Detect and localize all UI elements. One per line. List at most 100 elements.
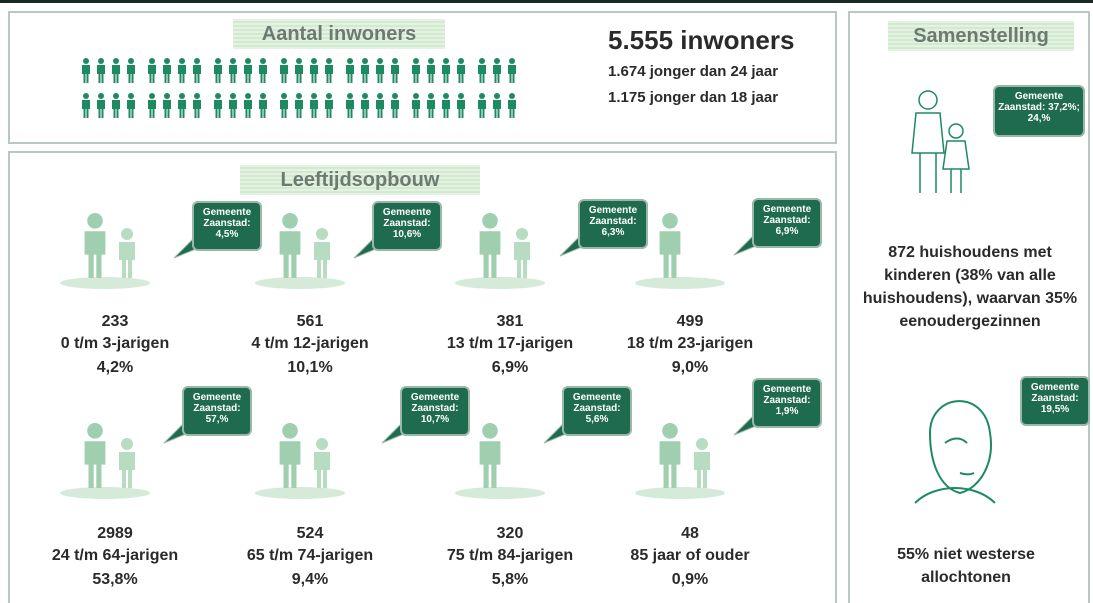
age-percentage: 5,8%: [420, 571, 600, 589]
person-icon: [479, 58, 485, 64]
person-icon: [514, 242, 530, 278]
person-icon: [281, 93, 287, 99]
callout-line: Gemeente: [756, 204, 818, 215]
population-title: Aantal inwoners: [233, 19, 445, 49]
age-percentage: 10,1%: [220, 359, 400, 377]
person-icon: [178, 65, 186, 83]
person-icon: [244, 65, 252, 83]
person-icon: [427, 100, 435, 118]
person-icon: [163, 100, 171, 118]
age-illustration-shadow: [255, 277, 345, 289]
person-icon: [280, 441, 301, 488]
person-icon: [696, 438, 708, 450]
age-percentage: 4,2%: [25, 359, 205, 377]
age-percentage: 0,9%: [600, 571, 780, 589]
person-icon: [280, 65, 288, 83]
person-icon: [480, 441, 501, 488]
age-label: 13 t/m 17-jarigen: [420, 335, 600, 353]
callout-line: Gemeente: [997, 91, 1081, 102]
person-icon: [316, 438, 328, 450]
person-icon: [127, 100, 135, 118]
age-count: 561: [220, 313, 400, 331]
person-icon: [295, 100, 303, 118]
person-icon: [377, 58, 383, 64]
infographic: Aantal inwoners 5.555 inwoners 1.674 jon…: [0, 0, 1093, 603]
callout-line: Gemeente: [186, 392, 248, 403]
age-count: 524: [220, 525, 400, 543]
age-illustration-shadow: [455, 277, 545, 289]
person-icon: [149, 93, 155, 99]
person-icon: [413, 93, 419, 99]
person-icon: [361, 65, 369, 83]
person-icon: [310, 65, 318, 83]
callout: GemeenteZaanstad:6,3%: [578, 199, 648, 249]
callout: Gemeente Zaanstad: 37,2%; 24,%: [993, 85, 1085, 137]
callout: GemeenteZaanstad:10,7%: [400, 386, 470, 436]
callout-line: Gemeente: [582, 205, 644, 216]
age-count: 2989: [25, 525, 205, 543]
person-icon: [245, 58, 251, 64]
callout-line: 1,9%: [756, 406, 818, 417]
person-icon: [443, 58, 449, 64]
person-icon: [149, 58, 155, 64]
person-icon: [296, 93, 302, 99]
age-count: 233: [25, 313, 205, 331]
age-illustration-shadow: [635, 277, 725, 289]
person-icon: [478, 100, 486, 118]
person-icon: [280, 100, 288, 118]
callout-line: 10,6%: [376, 229, 438, 240]
person-icon: [179, 58, 185, 64]
person-icon: [280, 231, 301, 278]
callout-line: Zaanstad:: [1024, 393, 1086, 404]
person-icon: [479, 93, 485, 99]
callout-line: 4,5%: [196, 229, 258, 240]
age-label: 65 t/m 74-jarigen: [220, 547, 400, 565]
child-icon: [943, 141, 969, 193]
person-icon: [325, 65, 333, 83]
person-icon: [97, 65, 105, 83]
person-icon: [314, 452, 330, 488]
person-icon: [113, 93, 119, 99]
population-line: 1.674 jonger dan 24 jaar: [608, 63, 778, 80]
callout-line: Zaanstad:: [376, 218, 438, 229]
person-icon: [326, 93, 332, 99]
age-illustration-shadow: [60, 487, 150, 499]
person-icon: [391, 65, 399, 83]
age-label: 4 t/m 12-jarigen: [220, 335, 400, 353]
person-icon: [215, 93, 221, 99]
callout-line: 57,%: [186, 414, 248, 425]
person-icon: [310, 100, 318, 118]
person-icon: [230, 93, 236, 99]
person-icon: [376, 100, 384, 118]
age-percentage: 53,8%: [25, 571, 205, 589]
person-icon: [215, 58, 221, 64]
age-label: 0 t/m 3-jarigen: [25, 335, 205, 353]
person-icon: [214, 100, 222, 118]
person-icon: [148, 100, 156, 118]
person-icon: [83, 93, 89, 99]
person-icon: [428, 58, 434, 64]
child-icon: [949, 124, 963, 138]
person-icon: [494, 93, 500, 99]
person-icon: [194, 58, 200, 64]
person-icon: [509, 58, 515, 64]
person-icon: [516, 228, 528, 240]
person-icon: [82, 100, 90, 118]
person-icon: [311, 93, 317, 99]
callout-line: Gemeente: [1024, 382, 1086, 393]
callout-line: Zaanstad:: [566, 403, 628, 414]
person-icon: [494, 58, 500, 64]
age-label: 24 t/m 64-jarigen: [25, 547, 205, 565]
person-icon: [392, 93, 398, 99]
age-illustration-shadow: [635, 487, 725, 499]
person-icon: [413, 58, 419, 64]
callout-line: Zaanstad: 37,2%;: [997, 102, 1081, 113]
person-icon: [163, 65, 171, 83]
callout-line: Zaanstad:: [756, 215, 818, 226]
households-text: 872 huishoudens met kinderen (38% van al…: [856, 241, 1084, 333]
person-icon: [245, 93, 251, 99]
person-icon: [281, 58, 287, 64]
person-icon: [85, 231, 106, 278]
person-icon: [508, 65, 516, 83]
person-icon: [164, 93, 170, 99]
